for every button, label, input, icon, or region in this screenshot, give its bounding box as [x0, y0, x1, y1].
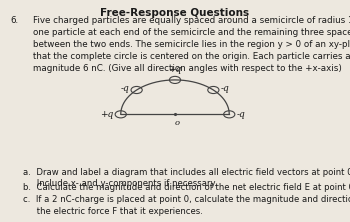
Text: Free-Response Questions: Free-Response Questions [100, 8, 250, 18]
Text: -q: -q [120, 84, 129, 93]
Text: -q: -q [237, 110, 245, 119]
Text: b.  Calculate the magnitude and direction of the net electric field E at point 0: b. Calculate the magnitude and direction… [23, 183, 350, 192]
Text: a.  Draw and label a diagram that includes all electric field vectors at point 0: a. Draw and label a diagram that include… [23, 168, 350, 188]
Text: +q: +q [100, 110, 113, 119]
Text: +q: +q [168, 65, 182, 74]
Text: o: o [174, 119, 179, 127]
Text: Five charged particles are equally spaced around a semicircle of radius 100 mm, : Five charged particles are equally space… [33, 16, 350, 73]
Text: -q: -q [221, 84, 230, 93]
Text: 6.: 6. [10, 16, 19, 25]
Text: c.  If a 2 nC-charge is placed at point 0, calculate the magnitude and direction: c. If a 2 nC-charge is placed at point 0… [23, 195, 350, 216]
